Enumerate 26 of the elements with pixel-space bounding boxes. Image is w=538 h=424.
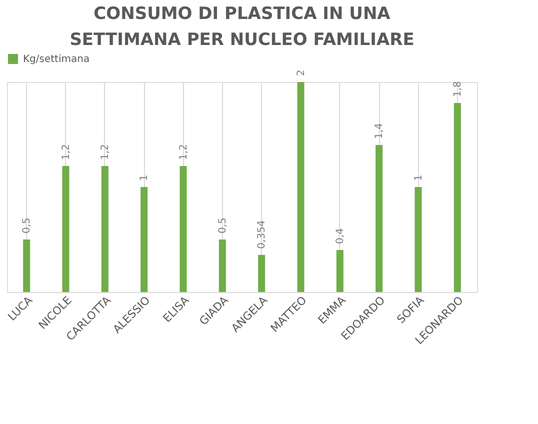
legend-label: Kg/settimana [23, 54, 90, 65]
bar [297, 82, 304, 292]
data-label: 1,2 [178, 144, 190, 160]
data-label: 1,2 [100, 144, 111, 160]
bar [336, 250, 344, 292]
data-label: 2 [296, 70, 307, 76]
data-label: 0,5 [22, 218, 33, 234]
data-label: 0,4 [334, 228, 346, 244]
bar [414, 187, 422, 292]
bar [23, 240, 30, 292]
bar [454, 103, 461, 292]
bar [62, 166, 70, 292]
bar [218, 240, 226, 292]
data-label: 0,5 [217, 218, 228, 234]
data-label: 1 [413, 174, 424, 181]
bar [180, 166, 187, 292]
bar [101, 166, 108, 292]
chart-title: CONSUMO DI PLASTICA IN UNA SETTIMANA PER NUCLEO FAMILIARE [70, 4, 414, 50]
bar [376, 145, 383, 292]
data-label: 1,4 [374, 123, 386, 139]
bar [140, 187, 148, 292]
bar [258, 254, 266, 292]
data-label: 1,2 [60, 144, 72, 160]
data-label: 1,8 [452, 81, 464, 97]
data-label: 1 [139, 174, 150, 181]
data-label: 0,354 [256, 220, 268, 249]
